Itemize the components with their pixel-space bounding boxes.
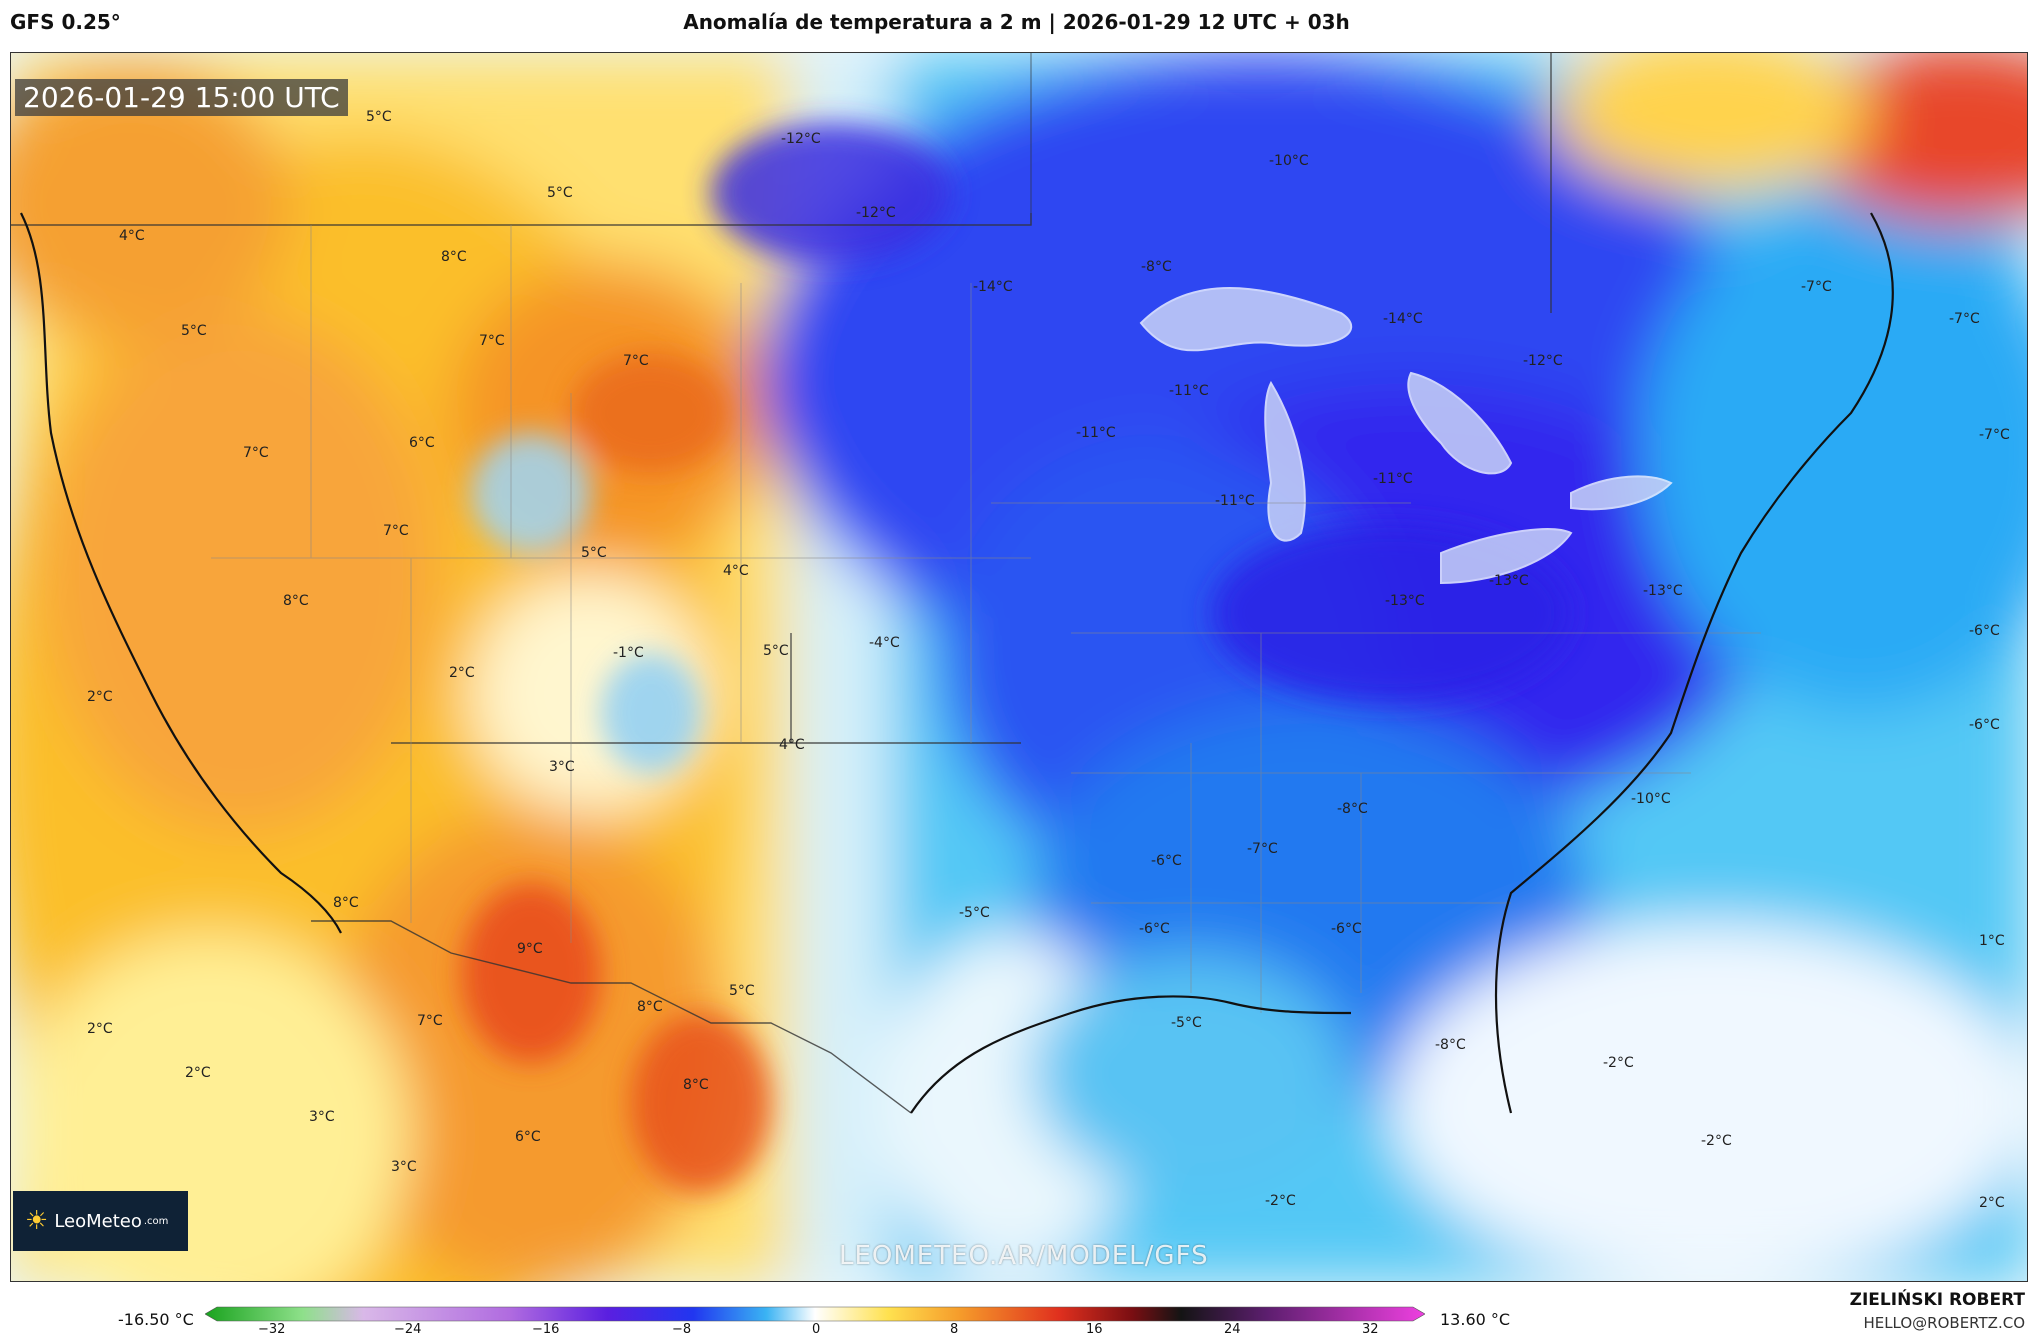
- anomaly-label: -14°C: [1383, 311, 1423, 327]
- scale-max-label: 13.60 °C: [1440, 1310, 1511, 1329]
- anomaly-label: -2°C: [1603, 1055, 1634, 1071]
- anomaly-label: -12°C: [856, 205, 896, 221]
- anomaly-label: -6°C: [1139, 921, 1170, 937]
- anomaly-label: 9°C: [517, 941, 543, 957]
- anomaly-field: [11, 53, 2027, 1281]
- anomaly-label: 8°C: [637, 999, 663, 1015]
- anomaly-label: -14°C: [973, 279, 1013, 295]
- anomaly-label: -6°C: [1969, 717, 2000, 733]
- sun-icon: ☀: [25, 1206, 49, 1236]
- author-email[interactable]: HELLO@ROBERTZ.CO: [1863, 1314, 2025, 1332]
- scale-min-label: -16.50 °C: [118, 1310, 194, 1329]
- anomaly-label: 5°C: [581, 545, 607, 561]
- anomaly-label: -4°C: [869, 635, 900, 651]
- anomaly-label: 2°C: [449, 665, 475, 681]
- anomaly-label: -7°C: [1801, 279, 1832, 295]
- chart-title: Anomalía de temperatura a 2 m | 2026-01-…: [683, 10, 1350, 34]
- anomaly-label: -8°C: [1435, 1037, 1466, 1053]
- anomaly-label: -11°C: [1169, 383, 1209, 399]
- logo-suffix: .com: [143, 1215, 169, 1227]
- state-lines: [211, 225, 1761, 1013]
- scale-tick: −8: [672, 1322, 692, 1337]
- anomaly-label: 3°C: [309, 1109, 335, 1125]
- anomaly-label: 4°C: [779, 737, 805, 753]
- scale-tick: 24: [1224, 1322, 1241, 1337]
- valid-time-badge: 2026-01-29 15:00 UTC: [15, 79, 348, 116]
- anomaly-label: 8°C: [441, 249, 467, 265]
- anomaly-label: -8°C: [1337, 801, 1368, 817]
- anomaly-label: -11°C: [1373, 471, 1413, 487]
- anomaly-label: 7°C: [243, 445, 269, 461]
- anomaly-label: -5°C: [1171, 1015, 1202, 1031]
- borders: [11, 53, 1552, 1114]
- anomaly-label: 2°C: [185, 1065, 211, 1081]
- anomaly-label: 4°C: [723, 563, 749, 579]
- anomaly-label: 4°C: [119, 228, 145, 244]
- great-lakes: [1139, 287, 1673, 585]
- scale-tick: 16: [1086, 1322, 1103, 1337]
- scale-tick: 0: [812, 1322, 821, 1337]
- anomaly-label: -2°C: [1701, 1133, 1732, 1149]
- anomaly-label: -7°C: [1247, 841, 1278, 857]
- anomaly-label: -7°C: [1949, 311, 1980, 327]
- temperature-anomaly-map[interactable]: 2026-01-29 15:00 UTC 5°C 5°C -12°C -12°C…: [10, 52, 2028, 1282]
- anomaly-label: -5°C: [959, 905, 990, 921]
- anomaly-label: 8°C: [333, 895, 359, 911]
- scale-tick: 8: [950, 1322, 959, 1337]
- anomaly-label: -2°C: [1265, 1193, 1296, 1209]
- anomaly-label: -6°C: [1151, 853, 1182, 869]
- scale-tick: 32: [1362, 1322, 1379, 1337]
- anomaly-label: 2°C: [87, 1021, 113, 1037]
- leometeo-logo[interactable]: ☀ LeoMeteo .com: [13, 1191, 188, 1251]
- scale-tick: −32: [258, 1322, 286, 1337]
- anomaly-label: 6°C: [409, 435, 435, 451]
- map-canvas: [11, 53, 2027, 1281]
- anomaly-label: -6°C: [1331, 921, 1362, 937]
- anomaly-label: -13°C: [1643, 583, 1683, 599]
- anomaly-label: -12°C: [1523, 353, 1563, 369]
- anomaly-label: 8°C: [283, 593, 309, 609]
- anomaly-label: 3°C: [549, 759, 575, 775]
- anomaly-label: -12°C: [781, 131, 821, 147]
- anomaly-label: -6°C: [1969, 623, 2000, 639]
- anomaly-label: -11°C: [1215, 493, 1255, 509]
- author-name: ZIELIŃSKI ROBERT: [1849, 1290, 2025, 1310]
- coastlines: [20, 212, 1894, 1114]
- anomaly-label: 5°C: [366, 109, 392, 125]
- anomaly-label: -7°C: [1979, 427, 2010, 443]
- logo-text: LeoMeteo: [54, 1210, 142, 1232]
- anomaly-label: -8°C: [1141, 259, 1172, 275]
- anomaly-label: 8°C: [683, 1077, 709, 1093]
- color-scale-bar: [205, 1306, 1425, 1322]
- anomaly-label: 2°C: [87, 689, 113, 705]
- anomaly-label: 5°C: [729, 983, 755, 999]
- anomaly-label: 7°C: [623, 353, 649, 369]
- anomaly-label: 5°C: [181, 323, 207, 339]
- anomaly-label: -1°C: [613, 645, 644, 661]
- model-label: GFS 0.25°: [10, 10, 121, 34]
- anomaly-label: -13°C: [1489, 573, 1529, 589]
- anomaly-label: -11°C: [1076, 425, 1116, 441]
- anomaly-label: -10°C: [1631, 791, 1671, 807]
- anomaly-label: 5°C: [763, 643, 789, 659]
- anomaly-label: -10°C: [1269, 153, 1309, 169]
- anomaly-label: 7°C: [383, 523, 409, 539]
- anomaly-label: 2°C: [1979, 1195, 2005, 1211]
- anomaly-label: 6°C: [515, 1129, 541, 1145]
- anomaly-label: 5°C: [547, 185, 573, 201]
- anomaly-label: 7°C: [417, 1013, 443, 1029]
- scale-tick: −16: [532, 1322, 560, 1337]
- watermark: LEOMETEO.AR/MODEL/GFS: [839, 1241, 1209, 1271]
- scale-tick: −24: [394, 1322, 422, 1337]
- anomaly-label: 3°C: [391, 1159, 417, 1175]
- anomaly-label: -13°C: [1385, 593, 1425, 609]
- anomaly-label: 1°C: [1979, 933, 2005, 949]
- anomaly-label: 7°C: [479, 333, 505, 349]
